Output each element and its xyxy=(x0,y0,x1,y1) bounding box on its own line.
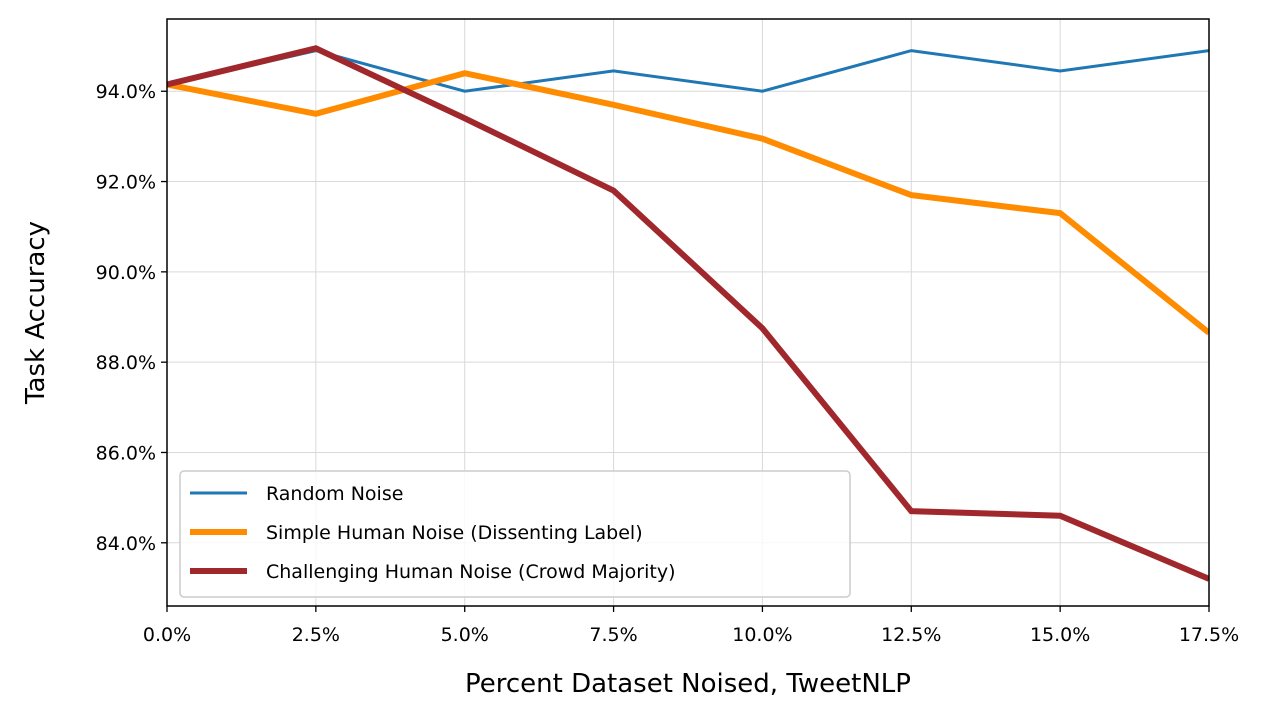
legend: Random Noise Simple Human Noise (Dissenti… xyxy=(179,470,851,598)
grid xyxy=(166,19,1210,606)
y-tick-label: 88.0% xyxy=(96,352,156,374)
legend-label-2: Simple Human Noise (Dissenting Label) xyxy=(266,522,643,544)
series-line-1 xyxy=(167,49,1209,93)
x-tick-label: 10.0% xyxy=(732,624,792,646)
x-axis-title: Percent Dataset Noised, TweetNLP xyxy=(465,669,911,699)
legend-label-1: Random Noise xyxy=(266,483,403,505)
x-tick-label: 2.5% xyxy=(292,624,340,646)
y-tick-label: 90.0% xyxy=(96,262,156,284)
axis-ticks: 0.0% 2.5% 5.0% 7.5% 10.0% 12.5% 15.0% 17.5% 84.0… xyxy=(96,81,1240,646)
x-tick-label: 17.5% xyxy=(1179,624,1239,646)
x-tick-label: 12.5% xyxy=(881,624,941,646)
y-axis-title: Task Accuracy xyxy=(21,221,51,405)
y-tick-label: 94.0% xyxy=(96,81,156,103)
plot-frame xyxy=(166,18,1210,607)
y-tick-label: 86.0% xyxy=(96,442,156,464)
x-tick-label: 15.0% xyxy=(1030,624,1090,646)
series-line-2 xyxy=(167,70,1209,336)
series-line-3 xyxy=(167,45,1209,582)
y-tick-label: 92.0% xyxy=(96,172,156,194)
x-tick-label: 0.0% xyxy=(143,624,191,646)
series-lines xyxy=(167,45,1209,582)
x-tick-label: 5.0% xyxy=(441,624,489,646)
legend-box xyxy=(179,470,851,598)
x-tick-label: 7.5% xyxy=(589,624,637,646)
y-tick-label: 84.0% xyxy=(96,533,156,555)
legend-label-3: Challenging Human Noise (Crowd Majority) xyxy=(266,561,676,583)
